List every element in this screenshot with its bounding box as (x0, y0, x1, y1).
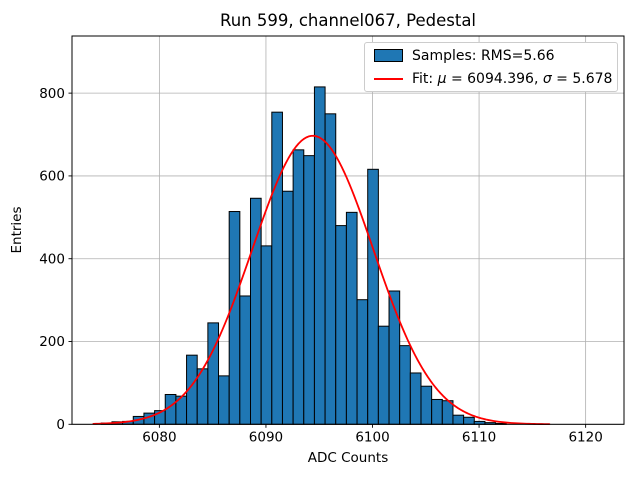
mu-symbol: μ (437, 70, 447, 87)
histogram-bar (345, 211, 358, 425)
histogram-bar (292, 149, 305, 425)
legend-item-samples: Samples: RMS=5.66 (374, 45, 611, 66)
histogram-bar (377, 325, 390, 425)
x-tick-label: 6100 (355, 429, 389, 445)
histogram-bar (452, 414, 465, 425)
x-tick-label: 6110 (462, 429, 496, 445)
histogram-bar (281, 190, 294, 425)
fit-curve (92, 134, 551, 426)
histogram-bar (303, 155, 315, 425)
x-tick-label: 6120 (568, 429, 602, 445)
histogram-bar (463, 416, 475, 425)
y-tick-label: 600 (39, 169, 65, 185)
x-tick-label: 6090 (249, 429, 283, 445)
axes-frame (71, 35, 625, 425)
legend-fit-suffix: = 5.678 (551, 70, 613, 87)
histogram-bar (260, 245, 273, 425)
histogram-bar (218, 375, 230, 425)
legend-fit-prefix: Fit: (412, 70, 438, 87)
sigma-symbol: σ (542, 70, 552, 87)
histogram-bar (335, 225, 347, 425)
histogram-bar (196, 368, 209, 425)
histogram-bar (271, 111, 283, 425)
legend-samples-label: Samples: RMS=5.66 (412, 47, 555, 64)
y-tick-label: 400 (39, 251, 65, 267)
histogram-bar (367, 168, 379, 425)
histogram-bar (356, 299, 369, 425)
histogram-bar (207, 322, 220, 425)
x-axis-label: ADC Counts (307, 450, 389, 466)
chart-title: Run 599, channel067, Pedestal (219, 11, 477, 30)
fit-line-swatch (374, 77, 403, 80)
histogram-bar (431, 398, 443, 425)
histogram-bar (239, 295, 251, 425)
y-tick-label: 200 (39, 334, 65, 350)
y-axis-label: Entries (9, 206, 25, 254)
histogram-bar (249, 197, 262, 425)
legend-fit-label: Fit: μ = 6094.396, σ = 5.678 (412, 71, 612, 87)
histogram-bar (388, 290, 401, 425)
histogram-bar (228, 211, 241, 425)
y-tick-label: 800 (39, 86, 65, 102)
legend-fit-mid: = 6094.396, (446, 70, 543, 87)
histogram-bar (409, 372, 422, 425)
histogram-bar (399, 345, 411, 425)
legend-item-fit: Fit: μ = 6094.396, σ = 5.678 (374, 68, 612, 89)
histogram-bar (420, 385, 433, 425)
x-tick-label: 6080 (142, 429, 176, 445)
legend: Samples: RMS=5.66 Fit: μ = 6094.396, σ =… (364, 42, 618, 92)
histogram-bar (324, 113, 337, 425)
samples-swatch (374, 49, 403, 62)
y-tick-label: 0 (56, 417, 65, 433)
